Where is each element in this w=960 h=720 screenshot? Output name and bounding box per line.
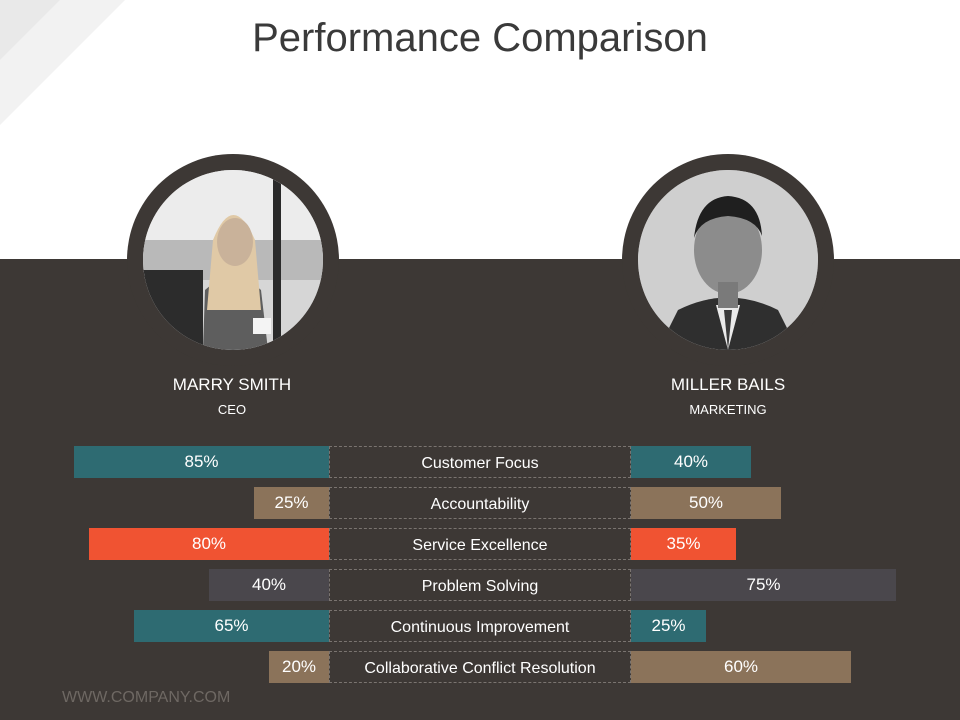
bar-right-service-excellence: 35% [631,528,736,560]
avatar-right [622,154,834,366]
category-label-collaborative-conflict-resolution: Collaborative Conflict Resolution [329,651,631,683]
bar-left-service-excellence: 80% [89,528,329,560]
bar-right-customer-focus: 40% [631,446,751,478]
person-role-left: CEO [217,402,247,417]
bar-left-continuous-improvement: 65% [134,610,329,642]
avatar-left [127,154,339,366]
bar-left-problem-solving: 40% [209,569,329,601]
category-label-accountability: Accountability [329,487,631,519]
bar-left-customer-focus: 85% [74,446,329,478]
bar-right-continuous-improvement: 25% [631,610,706,642]
category-label-customer-focus: Customer Focus [329,446,631,478]
bar-right-problem-solving: 75% [631,569,896,601]
category-label-problem-solving: Problem Solving [329,569,631,601]
person-name-left: MARRY SMITH [172,375,292,394]
footer-website: WWW.COMPANY.COM [62,689,231,706]
person-photo-right [638,170,818,350]
page-title: Performance Comparison [252,16,708,60]
bar-right-accountability: 50% [631,487,781,519]
corner-decoration [0,0,125,125]
person-role-right: MARKETING [689,402,767,417]
bar-left-collaborative-conflict-resolution: 20% [269,651,329,683]
bar-left-accountability: 25% [254,487,329,519]
person-name-right: MILLER BAILS [670,375,786,394]
person-photo-left [143,170,323,350]
category-label-service-excellence: Service Excellence [329,528,631,560]
bar-right-collaborative-conflict-resolution: 60% [631,651,851,683]
category-label-continuous-improvement: Continuous Improvement [329,610,631,642]
